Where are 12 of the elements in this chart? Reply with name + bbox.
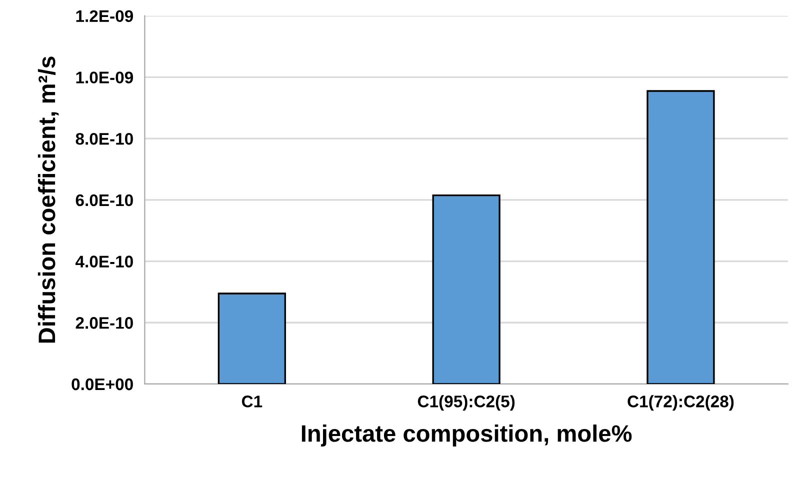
- x-tick-label: C1: [242, 396, 262, 408]
- x-tick-label: C1(72):C2(28): [628, 395, 734, 411]
- y-tick-label: 2.0E-10: [76, 317, 133, 329]
- y-tick-label: 4.0E-10: [75, 256, 133, 268]
- x-axis-title: Injectate composition, mole%: [302, 424, 632, 447]
- y-tick-label: 8.0E-10: [76, 132, 133, 145]
- x-tick-label: C1(95):C2(5): [418, 395, 515, 411]
- y-tick-label: 6.0E-10: [76, 194, 133, 206]
- y-tick-label: 1.0E-09: [76, 72, 133, 84]
- y-tick-label: 1.2E-09: [76, 10, 133, 22]
- y-tick-label: 0.0E+00: [72, 378, 133, 390]
- y-axis-title: Diffusion coefficient, m²/s: [38, 56, 59, 343]
